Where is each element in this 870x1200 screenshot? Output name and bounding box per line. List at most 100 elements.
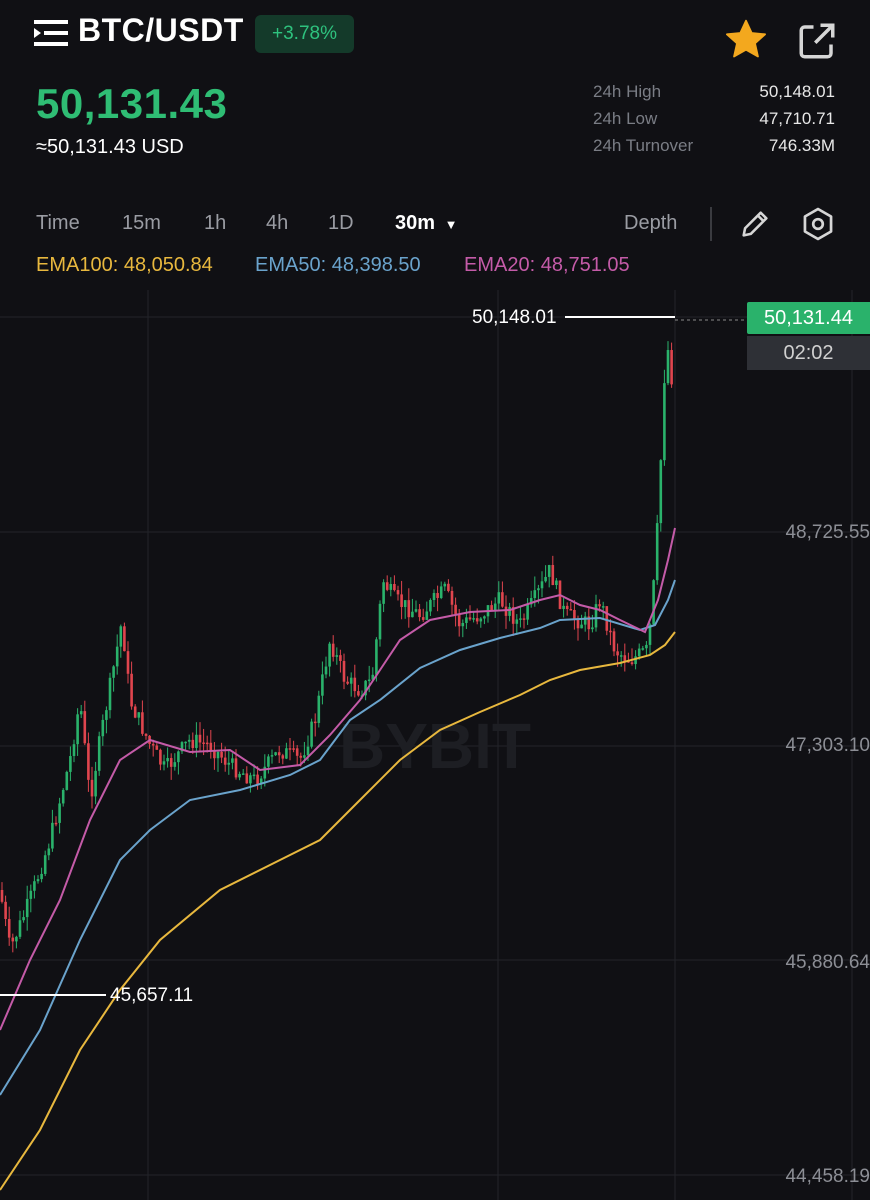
candle-body: [259, 778, 263, 785]
candle-body: [159, 749, 162, 765]
candle-body: [263, 766, 267, 779]
tab-1d[interactable]: 1D: [328, 212, 354, 234]
candle-body: [54, 822, 58, 825]
candle-body: [94, 770, 97, 797]
candle-body: [670, 350, 673, 385]
last-price: 50,131.43: [36, 80, 228, 127]
candle-body: [493, 603, 497, 611]
candle-body: [645, 644, 648, 649]
candle-body: [576, 619, 580, 629]
candle-body: [403, 600, 407, 608]
candle-body: [7, 918, 11, 938]
candle-body: [447, 583, 450, 591]
toolbar-divider: [710, 207, 712, 241]
candle-body: [425, 611, 429, 620]
candle-body: [177, 751, 180, 763]
candle-body: [562, 605, 565, 609]
candle-body: [216, 751, 220, 759]
candle-body: [583, 616, 587, 625]
candle-body: [515, 619, 519, 624]
candle-body: [630, 662, 634, 665]
candle-body: [324, 666, 328, 675]
tab-depth[interactable]: Depth: [624, 212, 678, 234]
tab-1h[interactable]: 1h: [204, 212, 227, 234]
candle-body: [205, 742, 209, 745]
ema50-line: [0, 579, 676, 1096]
candle-body: [267, 756, 270, 767]
candle-body: [22, 917, 25, 921]
candle-body: [468, 617, 472, 620]
candle-body: [241, 773, 245, 775]
candle-countdown: 02:02: [747, 336, 870, 370]
stat-value-high: 50,148.01: [759, 82, 835, 101]
candle-body: [587, 616, 591, 630]
candle-body: [245, 773, 249, 784]
bybit-watermark: BYBIT: [339, 710, 531, 782]
tab-time[interactable]: Time: [36, 212, 80, 234]
ema100-value: EMA100: 48,050.84: [36, 254, 213, 276]
candle-body: [249, 775, 252, 784]
y-axis-label-3: 45,880.64: [785, 952, 870, 973]
candle-body: [274, 752, 277, 756]
high-marker-label: 50,148.01: [472, 307, 557, 328]
external-link-icon[interactable]: [796, 20, 838, 62]
candle-body: [123, 626, 126, 652]
candle-body: [51, 822, 54, 849]
candle-body: [151, 743, 155, 746]
candle-body: [25, 898, 29, 918]
candle-body: [169, 758, 173, 767]
candle-body: [299, 755, 303, 758]
pencil-icon[interactable]: [738, 207, 772, 241]
candle-body: [184, 741, 187, 744]
current-price-tag: 50,131.44: [747, 302, 870, 334]
candle-body: [144, 733, 148, 736]
candle-body: [522, 618, 526, 620]
stat-label-turnover: 24h Turnover: [593, 136, 694, 155]
tab-15m[interactable]: 15m: [122, 212, 161, 234]
candle-body: [105, 710, 108, 720]
candlestick-chart[interactable]: BYBIT: [0, 290, 870, 1200]
candle-body: [346, 681, 349, 684]
candle-body: [155, 745, 159, 750]
tab-4h[interactable]: 4h: [266, 212, 289, 234]
candle-body: [508, 607, 511, 616]
candle-body: [375, 639, 378, 675]
candle-body: [461, 622, 465, 627]
y-axis-label-1: 48,725.55: [785, 522, 870, 543]
candle-body: [565, 605, 569, 610]
trading-pair-title[interactable]: BTC/USDT: [78, 12, 244, 48]
change-percent-badge: +3.78%: [255, 15, 354, 53]
candle-body: [619, 655, 623, 657]
candle-body: [180, 742, 184, 752]
candle-body: [414, 609, 418, 612]
candle-body: [162, 761, 166, 765]
candle-body: [79, 711, 83, 715]
candle-body: [112, 666, 115, 678]
candle-body: [223, 757, 227, 765]
tab-30m-label: 30m: [395, 212, 436, 234]
candle-body: [328, 643, 331, 667]
hexagon-settings-icon[interactable]: [800, 206, 836, 242]
candle-body: [526, 604, 529, 620]
stat-value-turnover: 746.33M: [768, 136, 835, 155]
star-icon[interactable]: [724, 18, 768, 62]
candle-body: [533, 590, 537, 599]
candle-body: [220, 751, 223, 758]
candle-body: [382, 582, 385, 604]
candle-body: [281, 755, 285, 759]
candle-body: [18, 920, 22, 937]
candle-body: [231, 758, 234, 763]
candle-body: [411, 611, 414, 618]
candle-body: [479, 618, 483, 622]
stat-label-low: 24h Low: [593, 109, 658, 128]
candle-body: [544, 576, 547, 582]
candle-body: [187, 739, 191, 742]
candle-body: [418, 609, 421, 618]
candle-body: [11, 937, 15, 942]
tab-30m-selected[interactable]: 30m ▼: [395, 212, 457, 235]
list-menu-icon[interactable]: [34, 18, 70, 48]
candle-body: [43, 855, 47, 874]
candle-body: [101, 719, 105, 737]
candle-body: [76, 714, 79, 745]
candle-body: [4, 901, 7, 919]
